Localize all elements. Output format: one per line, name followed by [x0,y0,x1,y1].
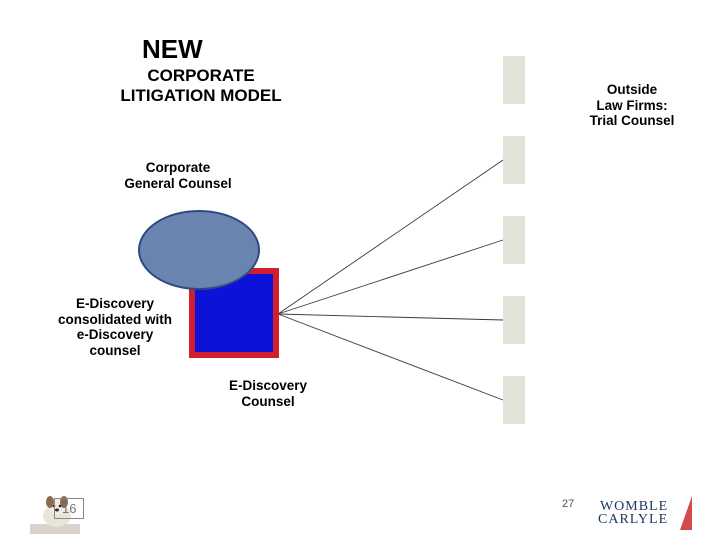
ellipse-gc [138,210,260,290]
label-edisc-cons: E-Discoveryconsolidated withe-Discoveryc… [40,296,190,358]
label-edisc-cons-text: E-Discoveryconsolidated withe-Discoveryc… [58,296,172,358]
label-gc-text: CorporateGeneral Counsel [124,160,231,191]
label-edisc-counsel-text: E-DiscoveryCounsel [229,378,307,409]
logo-line1: WOMBLE [598,500,668,513]
label-edisc-counsel: E-DiscoveryCounsel [208,378,328,409]
label-outside: OutsideLaw Firms:Trial Counsel [572,82,692,129]
label-outside-text: OutsideLaw Firms:Trial Counsel [590,82,675,128]
page-number: 27 [562,498,574,510]
outside-firm-bar [503,216,525,264]
logo-accent-icon [680,496,692,530]
outside-firm-bar [503,56,525,104]
outside-firm-bar [503,136,525,184]
outside-firm-bar [503,296,525,344]
outside-firm-bar [503,376,525,424]
logo-womble-carlyle: WOMBLE CARLYLE [598,500,668,527]
label-gc: CorporateGeneral Counsel [98,160,258,191]
title-main: NEW [142,34,203,65]
title-sub-text: CORPORATELITIGATION MODEL [120,66,281,105]
title-sub: CORPORATELITIGATION MODEL [96,66,306,106]
slide: NEW CORPORATELITIGATION MODEL OutsideLaw… [0,0,720,540]
page-number-old: 16 [54,498,84,519]
logo-line2: CARLYLE [598,513,668,526]
